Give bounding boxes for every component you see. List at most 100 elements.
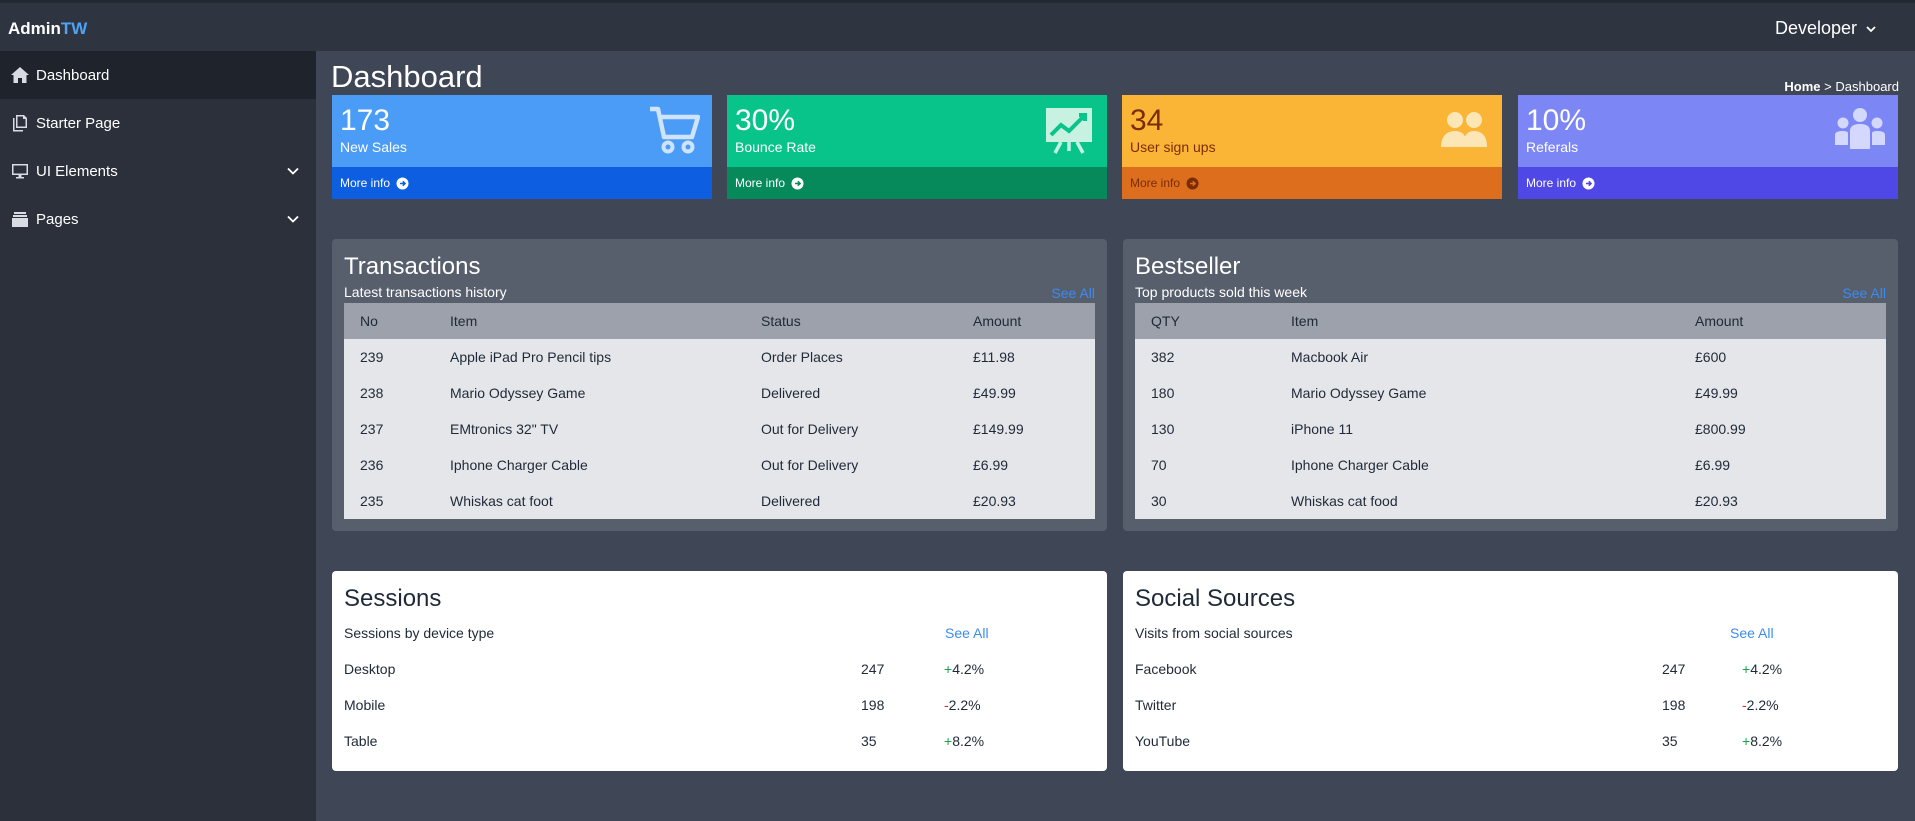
cell-item: Whiskas cat foot — [450, 493, 553, 509]
session-count: 247 — [861, 661, 885, 677]
cell-amount: £149.99 — [973, 421, 1024, 437]
see-all-link[interactable]: See All — [1730, 625, 1774, 641]
cell-no: 235 — [360, 493, 384, 509]
column-header[interactable]: Amount — [973, 313, 1022, 329]
sidebar-item-pages[interactable]: Pages — [0, 195, 316, 243]
cell-item: Iphone Charger Cable — [1291, 457, 1429, 473]
table-row[interactable]: 238 Mario Odyssey Game Delivered £49.99 — [344, 375, 1095, 411]
more-info-label: More info — [735, 176, 786, 190]
bestseller-table: QTY Item Amount 382 Macbook Air £600 180 Ma… — [1135, 303, 1886, 519]
breadcrumb-current: Dashboard — [1835, 79, 1899, 94]
cell-amount: £6.99 — [1695, 457, 1731, 473]
pages-icon — [10, 113, 30, 133]
brand-name: Admin — [8, 19, 61, 38]
arrow-circle-right-icon — [1582, 177, 1595, 189]
stat-card-referals: 10% Referals More info — [1518, 95, 1898, 199]
stat-value: 30% — [735, 104, 796, 137]
cell-amount: £20.93 — [973, 493, 1016, 509]
cell-item: Apple iPad Pro Pencil tips — [450, 349, 612, 365]
sidebar-item-ui-elements[interactable]: UI Elements — [0, 147, 316, 195]
trend-sign: + — [1742, 661, 1751, 677]
more-info-label: More info — [340, 176, 391, 190]
sessions-card: Sessions Sessions by device type See All… — [332, 571, 1107, 771]
table-row[interactable]: 237 EMtronics 32" TV Out for Delivery £149.… — [344, 411, 1095, 447]
social-count: 198 — [1662, 697, 1686, 713]
cell-qty: 70 — [1151, 457, 1167, 473]
stat-label: Referals — [1526, 139, 1579, 155]
change-value: 8.2% — [952, 733, 985, 749]
table-row[interactable]: 30 Whiskas cat food £20.93 — [1135, 483, 1886, 519]
user-menu[interactable]: Developer — [1775, 18, 1877, 39]
cell-status: Delivered — [761, 385, 821, 401]
cell-item: Mario Odyssey Game — [1291, 385, 1427, 401]
column-header[interactable]: Amount — [1695, 313, 1744, 329]
card-subtitle: Top products sold this week — [1135, 284, 1307, 300]
session-device-name: Desktop — [344, 661, 396, 677]
cell-status: Delivered — [761, 493, 821, 509]
chevron-down-icon[interactable] — [286, 212, 300, 226]
layers-icon — [10, 209, 30, 229]
session-device-name: Mobile — [344, 697, 386, 713]
breadcrumb-separator: > — [1824, 79, 1832, 94]
cell-qty: 130 — [1151, 421, 1175, 437]
card-title: Social Sources — [1135, 585, 1296, 612]
trend-sign: - — [1742, 697, 1747, 713]
session-change: +4.2% — [944, 661, 984, 677]
table-row[interactable]: 70 Iphone Charger Cable £6.99 — [1135, 447, 1886, 483]
card-title: Transactions — [344, 253, 481, 280]
cell-item: Whiskas cat food — [1291, 493, 1398, 509]
breadcrumb-home[interactable]: Home — [1784, 79, 1821, 94]
column-header[interactable]: Item — [1291, 313, 1319, 329]
see-all-link[interactable]: See All — [1842, 285, 1886, 301]
column-header[interactable]: No — [360, 313, 378, 329]
column-header[interactable]: QTY — [1151, 313, 1180, 329]
more-info-link[interactable]: More info — [1130, 176, 1199, 190]
change-value: 2.2% — [948, 697, 981, 713]
more-info-link[interactable]: More info — [340, 176, 409, 190]
cell-amount: £20.93 — [1695, 493, 1738, 509]
social-change: -2.2% — [1742, 697, 1779, 713]
cell-amount: £600 — [1695, 349, 1727, 365]
column-header[interactable]: Status — [761, 313, 801, 329]
social-count: 247 — [1662, 661, 1686, 677]
table-row[interactable]: 239 Apple iPad Pro Pencil tips Order Place… — [344, 339, 1095, 375]
more-info-label: More info — [1130, 176, 1181, 190]
cell-amount: £49.99 — [973, 385, 1016, 401]
user-group-icon — [1835, 108, 1885, 149]
sidebar-item-starter-page[interactable]: Starter Page — [0, 99, 316, 147]
chevron-down-icon[interactable] — [286, 164, 300, 178]
cell-qty: 382 — [1151, 349, 1175, 365]
table-row[interactable]: 382 Macbook Air £600 — [1135, 339, 1886, 375]
home-icon — [10, 65, 30, 85]
brand-logo[interactable]: AdminTW — [8, 19, 87, 39]
stat-label: Bounce Rate — [735, 139, 816, 155]
trend-sign: + — [944, 661, 953, 677]
stat-card-new-sales: 173 New Sales More info — [332, 95, 712, 199]
stat-label: New Sales — [340, 139, 407, 155]
more-info-link[interactable]: More info — [1526, 176, 1595, 190]
arrow-circle-right-icon — [1186, 177, 1199, 189]
social-source-name: Twitter — [1135, 697, 1177, 713]
table-row[interactable]: 236 Iphone Charger Cable Out for Delivery £… — [344, 447, 1095, 483]
stat-value: 10% — [1526, 104, 1587, 137]
more-info-link[interactable]: More info — [735, 176, 804, 190]
cell-amount: £11.98 — [973, 349, 1015, 365]
breadcrumb: Home > Dashboard — [1784, 79, 1899, 94]
chevron-down-icon — [1866, 25, 1876, 32]
sidebar: Dashboard Starter Page UI Elements Pages — [0, 51, 316, 821]
sidebar-item-dashboard[interactable]: Dashboard — [0, 51, 316, 99]
see-all-link[interactable]: See All — [945, 625, 989, 641]
user-menu-label: Developer — [1774, 18, 1857, 38]
session-count: 35 — [861, 733, 877, 749]
session-device-name: Table — [344, 733, 378, 749]
session-change: -2.2% — [944, 697, 981, 713]
table-row[interactable]: 235 Whiskas cat foot Delivered £20.93 — [344, 483, 1095, 519]
column-header[interactable]: Item — [450, 313, 478, 329]
stat-card-user-signups: 34 User sign ups More info — [1122, 95, 1502, 199]
table-row[interactable]: 130 iPhone 11 £800.99 — [1135, 411, 1886, 447]
see-all-link[interactable]: See All — [1051, 285, 1095, 301]
table-header-row: QTY Item Amount — [1135, 303, 1886, 339]
cell-item: Mario Odyssey Game — [450, 385, 586, 401]
table-row[interactable]: 180 Mario Odyssey Game £49.99 — [1135, 375, 1886, 411]
brand-accent: TW — [60, 19, 88, 38]
